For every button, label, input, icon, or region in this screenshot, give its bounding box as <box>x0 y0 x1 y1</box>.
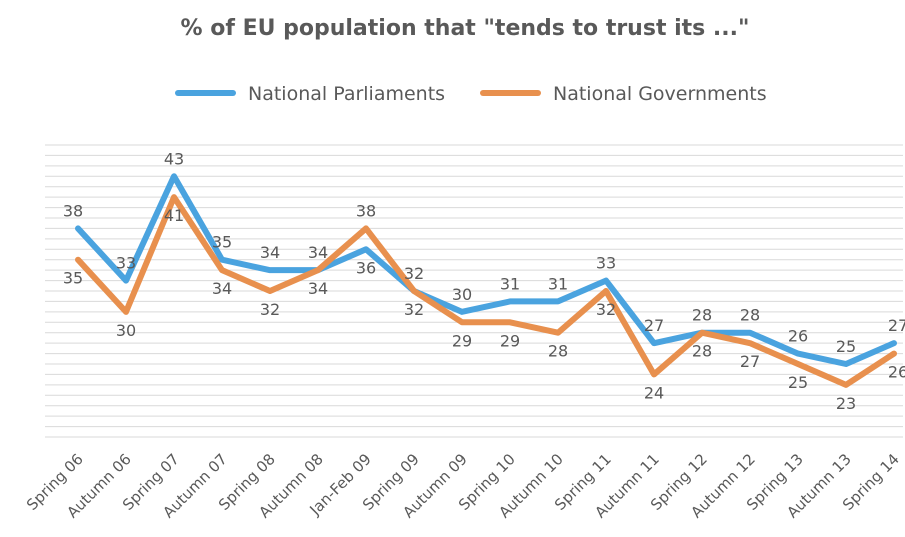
data-label-governments: 32 <box>260 300 280 319</box>
data-label-governments: 24 <box>644 383 664 402</box>
series-line-national-governments <box>75 194 897 388</box>
data-label-parliaments: 27 <box>888 316 905 335</box>
data-label-parliaments: 28 <box>692 306 712 325</box>
data-label-parliaments: 33 <box>596 254 616 273</box>
series-line-national-parliaments <box>75 173 897 367</box>
data-label-governments: 34 <box>308 279 328 298</box>
data-label-parliaments: 31 <box>500 274 520 293</box>
data-label-parliaments: 32 <box>404 264 424 283</box>
data-label-parliaments: 28 <box>740 306 760 325</box>
data-label-governments: 29 <box>500 331 520 350</box>
legend-label-national-parliaments: National Parliaments <box>248 83 445 105</box>
legend-item-national-parliaments: National Parliaments <box>175 83 445 105</box>
data-label-parliaments: 38 <box>63 201 83 220</box>
data-label-governments: 35 <box>63 269 83 288</box>
data-label-parliaments: 27 <box>644 316 664 335</box>
data-label-governments: 32 <box>596 300 616 319</box>
data-label-governments: 25 <box>788 373 808 392</box>
data-label-parliaments: 25 <box>836 337 856 356</box>
legend-label-national-governments: National Governments <box>553 83 767 105</box>
data-label-parliaments: 35 <box>212 233 232 252</box>
data-label-parliaments: 36 <box>356 258 376 277</box>
data-label-governments: 26 <box>888 363 905 382</box>
data-label-governments: 30 <box>116 321 136 340</box>
data-label-parliaments: 43 <box>164 149 184 168</box>
data-label-parliaments: 26 <box>788 327 808 346</box>
data-label-governments: 41 <box>164 206 184 225</box>
data-label-parliaments: 33 <box>116 254 136 273</box>
series-lines <box>75 173 897 388</box>
gridlines <box>45 144 903 438</box>
data-label-governments: 28 <box>692 342 712 361</box>
data-label-governments: 27 <box>740 352 760 371</box>
chart-title: % of EU population that "tends to trust … <box>181 16 750 41</box>
data-label-governments: 29 <box>452 331 472 350</box>
data-label-governments: 23 <box>836 394 856 413</box>
data-label-governments: 32 <box>404 300 424 319</box>
data-label-parliaments: 34 <box>260 243 280 262</box>
data-labels: 38 35 33 30 43 41 35 34 34 32 34 34 36 38 32 32 30 29 31 29… <box>63 149 905 413</box>
legend: National Parliaments National Government… <box>175 83 767 105</box>
data-label-governments: 34 <box>212 279 232 298</box>
data-label-parliaments: 30 <box>452 285 472 304</box>
data-label-governments: 28 <box>548 342 568 361</box>
data-label-parliaments: 34 <box>308 243 328 262</box>
data-label-governments: 38 <box>356 201 376 220</box>
legend-item-national-governments: National Governments <box>480 83 767 105</box>
data-label-parliaments: 31 <box>548 274 568 293</box>
